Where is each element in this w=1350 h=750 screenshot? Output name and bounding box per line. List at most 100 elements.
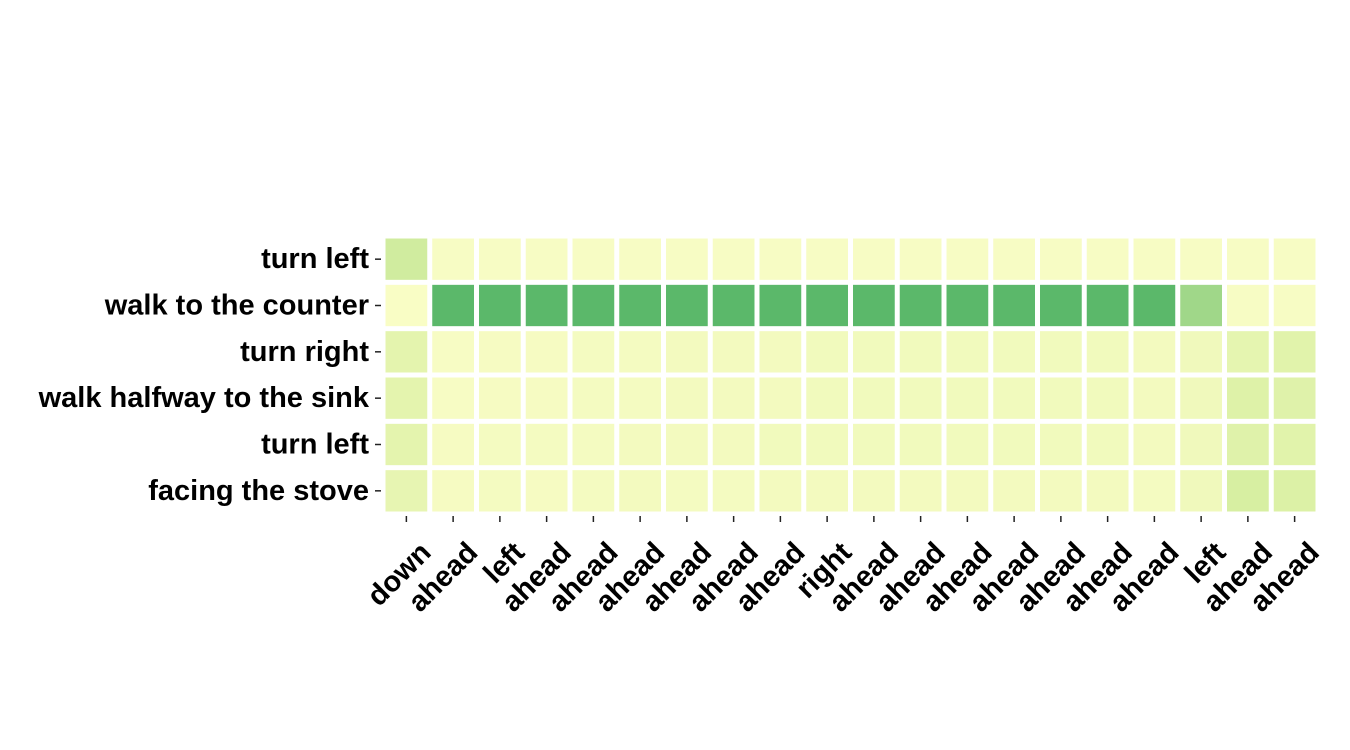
heatmap-cells — [385, 238, 1316, 512]
heatmap-cell — [619, 423, 661, 466]
heatmap-cell — [946, 238, 989, 280]
heatmap-cell — [666, 284, 708, 327]
heatmap-cell — [1040, 331, 1082, 373]
heatmap-cell — [899, 284, 942, 327]
heatmap-cell — [1086, 331, 1129, 373]
heatmap-cell — [479, 377, 521, 419]
heatmap-cell — [525, 470, 568, 512]
heatmap-cell — [1086, 238, 1129, 280]
heatmap-cell — [432, 238, 474, 280]
heatmap-cell — [712, 284, 755, 327]
heatmap-cell — [525, 377, 568, 419]
heatmap-cell — [479, 470, 521, 512]
heatmap-cell — [1227, 470, 1269, 512]
y-tick-label: turn left — [261, 243, 369, 275]
heatmap-cell — [1227, 423, 1269, 466]
heatmap-cell — [993, 470, 1035, 512]
heatmap-cell — [432, 423, 474, 466]
heatmap-cell — [1086, 470, 1129, 512]
heatmap-cell — [899, 238, 942, 280]
heatmap-cell — [759, 331, 802, 373]
heatmap-cell — [853, 470, 895, 512]
heatmap-cell — [946, 470, 989, 512]
heatmap-cell — [712, 331, 755, 373]
heatmap-cell — [853, 423, 895, 466]
heatmap-cell — [1273, 284, 1316, 327]
heatmap-cell — [993, 331, 1035, 373]
heatmap-cell — [525, 331, 568, 373]
heatmap-cell — [385, 238, 428, 280]
heatmap-cell — [853, 331, 895, 373]
heatmap-cell — [1273, 423, 1316, 466]
heatmap-cell — [806, 331, 848, 373]
heatmap-cell — [479, 423, 521, 466]
heatmap-cell — [1133, 470, 1176, 512]
heatmap-cell — [572, 423, 615, 466]
heatmap-cell — [1040, 284, 1082, 327]
heatmap-cell — [525, 423, 568, 466]
heatmap-cell — [1180, 377, 1222, 419]
heatmap-cell — [1180, 470, 1222, 512]
heatmap-cell — [993, 238, 1035, 280]
heatmap-cell — [619, 377, 661, 419]
y-tick-label: turn left — [261, 429, 369, 461]
heatmap-cell — [1227, 238, 1269, 280]
heatmap-cell — [666, 331, 708, 373]
heatmap-cell — [899, 331, 942, 373]
heatmap-cell — [1040, 470, 1082, 512]
heatmap-cell — [993, 377, 1035, 419]
heatmap-cell — [432, 284, 474, 327]
heatmap-cell — [1180, 284, 1222, 327]
heatmap-cell — [479, 238, 521, 280]
y-axis: turn left walk to the counter turn right wa… — [38, 243, 381, 507]
heatmap-cell — [899, 423, 942, 466]
heatmap-cell — [1040, 423, 1082, 466]
heatmap-cell — [806, 377, 848, 419]
heatmap-cell — [1133, 238, 1176, 280]
y-tick-label: turn right — [240, 336, 369, 368]
heatmap-cell — [899, 470, 942, 512]
heatmap-cell — [806, 284, 848, 327]
heatmap-cell — [619, 331, 661, 373]
heatmap-cell — [479, 284, 521, 327]
heatmap-cell — [946, 377, 989, 419]
heatmap-cell — [432, 331, 474, 373]
heatmap-cell — [806, 423, 848, 466]
heatmap-cell — [432, 470, 474, 512]
heatmap-cell — [759, 238, 802, 280]
heatmap-cell — [572, 284, 615, 327]
heatmap-cell — [759, 423, 802, 466]
heatmap-cell — [525, 284, 568, 327]
heatmap-cell — [993, 423, 1035, 466]
heatmap-cell — [712, 470, 755, 512]
y-tick-label: facing the stove — [148, 475, 369, 507]
heatmap-cell — [1227, 331, 1269, 373]
heatmap-cell — [666, 377, 708, 419]
heatmap-cell — [619, 284, 661, 327]
heatmap-cell — [1227, 284, 1269, 327]
heatmap-cell — [1133, 284, 1176, 327]
x-axis: downaheadleftaheadaheadaheadaheadaheadah… — [361, 516, 1326, 618]
heatmap-cell — [853, 377, 895, 419]
heatmap-cell — [806, 238, 848, 280]
heatmap-cell — [385, 377, 428, 419]
heatmap-cell — [1273, 470, 1316, 512]
heatmap-cell — [1133, 423, 1176, 466]
y-tick-label: walk to the counter — [104, 290, 369, 322]
heatmap-cell — [899, 377, 942, 419]
heatmap-cell — [946, 423, 989, 466]
heatmap-cell — [572, 331, 615, 373]
heatmap-cell — [946, 284, 989, 327]
heatmap-cell — [619, 238, 661, 280]
heatmap-cell — [432, 377, 474, 419]
heatmap-cell — [1180, 331, 1222, 373]
heatmap-cell — [1133, 377, 1176, 419]
heatmap-cell — [759, 377, 802, 419]
heatmap-cell — [525, 238, 568, 280]
heatmap-cell — [712, 423, 755, 466]
heatmap-cell — [712, 377, 755, 419]
heatmap-cell — [993, 284, 1035, 327]
heatmap-cell — [1086, 377, 1129, 419]
heatmap-cell — [666, 423, 708, 466]
